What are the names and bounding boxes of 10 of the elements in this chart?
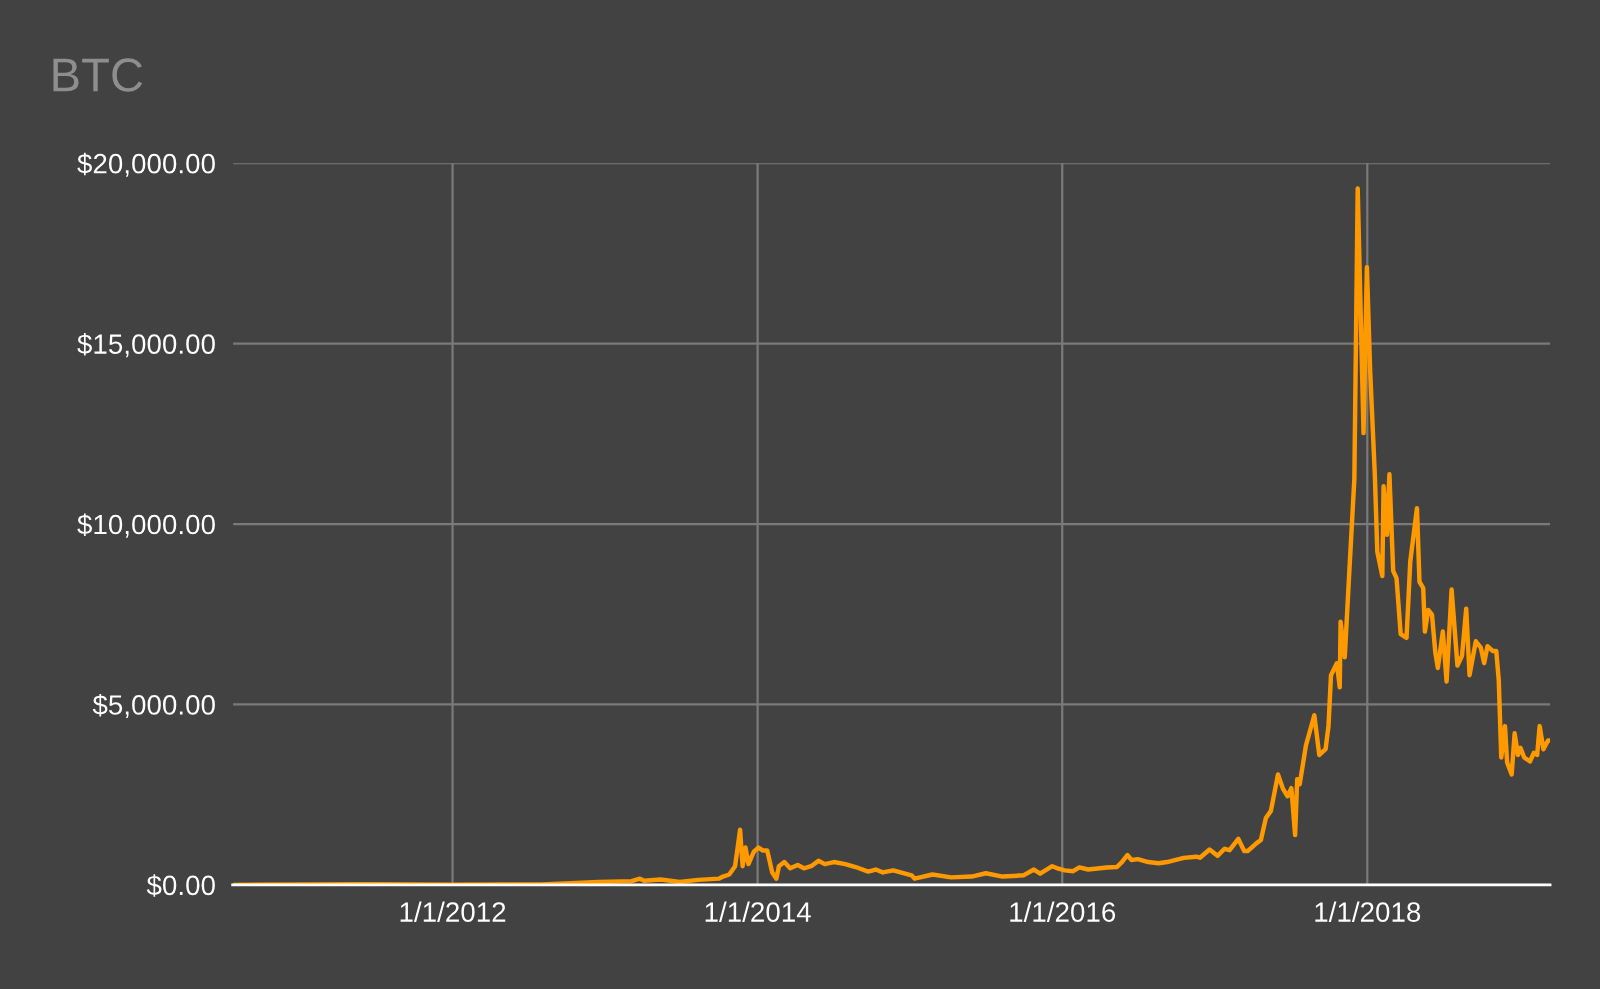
x-tick-label: 1/1/2012 <box>400 901 506 922</box>
chart-title: BTC <box>53 58 143 92</box>
y-tick-label: $10,000.00 <box>77 513 215 538</box>
x-tick-label: 1/1/2018 <box>1315 901 1421 922</box>
y-tick-label: $20,000.00 <box>77 152 215 177</box>
y-tick-label: $5,000.00 <box>92 693 215 719</box>
x-tick-label: 1/1/2016 <box>1010 901 1116 922</box>
x-tick-label: 1/1/2014 <box>705 901 811 922</box>
y-tick-label: $0.00 <box>146 874 215 897</box>
y-tick-label: $15,000.00 <box>77 333 215 358</box>
